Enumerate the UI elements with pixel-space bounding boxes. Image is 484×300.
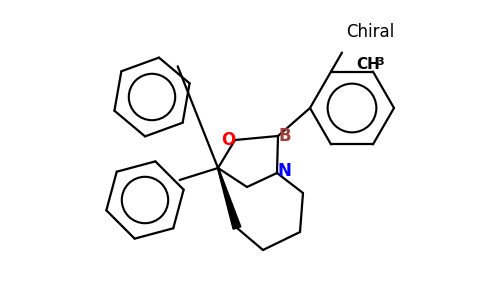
Text: N: N [277,162,291,180]
Text: O: O [221,131,235,149]
Text: B: B [279,127,291,145]
Polygon shape [217,168,241,229]
Text: CH: CH [356,57,380,72]
Text: Chiral: Chiral [346,23,394,41]
Text: 3: 3 [376,57,384,67]
